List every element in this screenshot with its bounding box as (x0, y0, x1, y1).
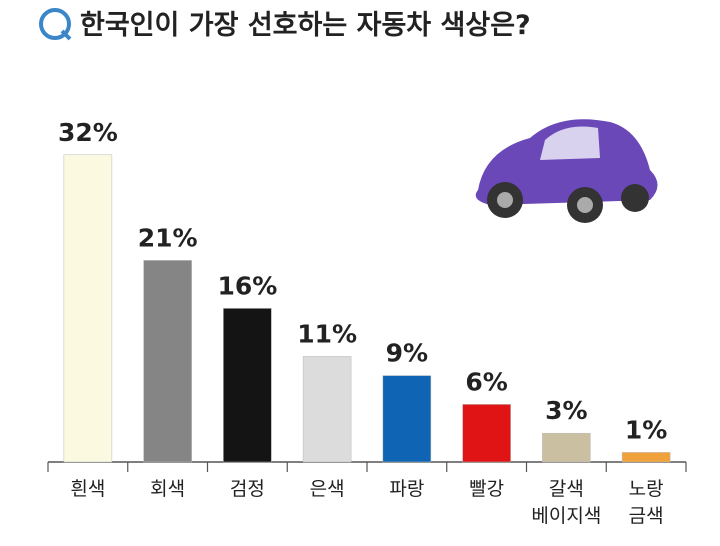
x-tick-label: 검정 (229, 478, 265, 500)
value-label: 21% (138, 223, 198, 252)
value-label: 6% (465, 367, 507, 396)
car-illustration (475, 119, 658, 223)
x-tick-label: 빨강 (469, 478, 505, 500)
x-tick-label: 파랑 (389, 478, 425, 500)
bar (542, 432, 591, 463)
chart-title: 한국인이 가장 선호하는 자동차 색상은? (80, 10, 531, 41)
x-tick-label: 노랑 금색 (628, 478, 664, 527)
value-label: 11% (297, 319, 357, 348)
x-tick-label: 흰색 (70, 478, 106, 500)
value-label: 9% (386, 339, 428, 368)
value-label: 3% (545, 396, 587, 425)
x-tick-label: 갈색 베이지색 (531, 478, 602, 527)
bar (302, 356, 352, 463)
title-icon (39, 8, 72, 41)
bar (621, 452, 671, 463)
x-tick-label: 회색 (150, 478, 186, 500)
bar (462, 404, 511, 463)
value-label: 1% (625, 415, 667, 444)
bar (382, 375, 432, 463)
bar (63, 154, 113, 463)
value-label: 32% (58, 118, 118, 147)
value-label: 16% (217, 271, 277, 300)
bar (143, 260, 192, 463)
bar (223, 308, 272, 463)
x-tick-label: 은색 (309, 478, 345, 500)
